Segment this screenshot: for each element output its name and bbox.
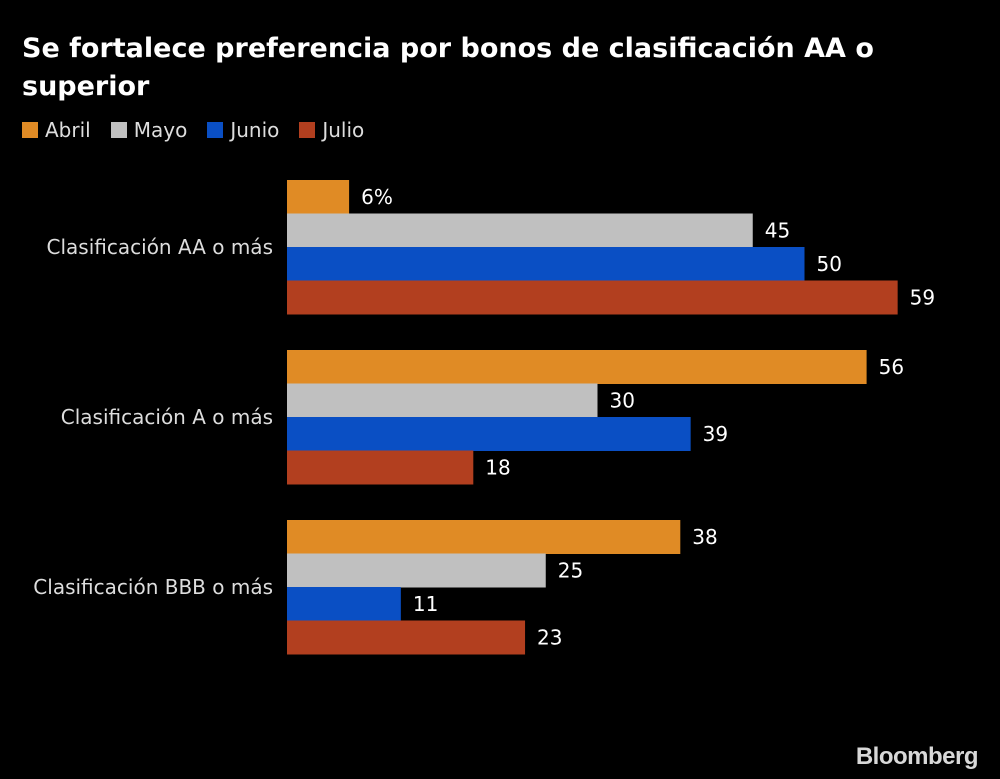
legend-item-mayo: Mayo — [110, 118, 188, 142]
legend-label: Junio — [230, 118, 280, 142]
bar-junio — [287, 247, 805, 281]
value-label: 38 — [692, 525, 717, 549]
value-label: 56 — [879, 355, 904, 379]
bar-mayo — [287, 553, 546, 588]
value-label: 18 — [485, 455, 510, 479]
legend-label: Abril — [45, 118, 91, 142]
bar-abril — [287, 350, 867, 384]
legend: Abril Mayo Junio Julio — [22, 118, 364, 142]
bar-julio — [287, 280, 898, 315]
bar-julio — [287, 620, 526, 655]
value-label: 30 — [610, 388, 635, 412]
legend-label: Mayo — [133, 118, 188, 142]
legend-item-julio: Julio — [299, 118, 364, 142]
bar-abril — [287, 180, 350, 214]
value-label: 11 — [413, 592, 438, 616]
legend-swatch — [110, 122, 127, 138]
legend-swatch — [22, 122, 38, 138]
chart-title: Se fortalece preferencia por bonos de cl… — [22, 33, 874, 102]
category-label: Clasificación BBB o más — [33, 575, 273, 599]
bar-mayo — [287, 213, 753, 248]
value-label: 39 — [703, 422, 728, 446]
value-label: 59 — [910, 285, 935, 309]
value-label: 45 — [765, 218, 790, 242]
value-label: 6% — [361, 185, 393, 209]
bar-junio — [287, 587, 401, 621]
category-label: Clasificación A o más — [61, 405, 273, 429]
bar-julio — [287, 450, 474, 485]
legend-item-abril: Abril — [22, 118, 91, 142]
legend-item-junio: Junio — [207, 118, 279, 142]
bar-mayo — [287, 383, 598, 418]
value-label: 23 — [537, 625, 562, 649]
value-label: 50 — [817, 252, 842, 276]
bloomberg-logo: Bloomberg — [855, 743, 979, 770]
bar-junio — [287, 417, 691, 451]
legend-swatch — [299, 122, 316, 138]
value-label: 25 — [558, 558, 583, 582]
bar-abril — [287, 520, 681, 554]
category-label: Clasificación AA o más — [47, 235, 273, 259]
legend-swatch — [207, 122, 224, 138]
legend-label: Julio — [322, 118, 365, 142]
